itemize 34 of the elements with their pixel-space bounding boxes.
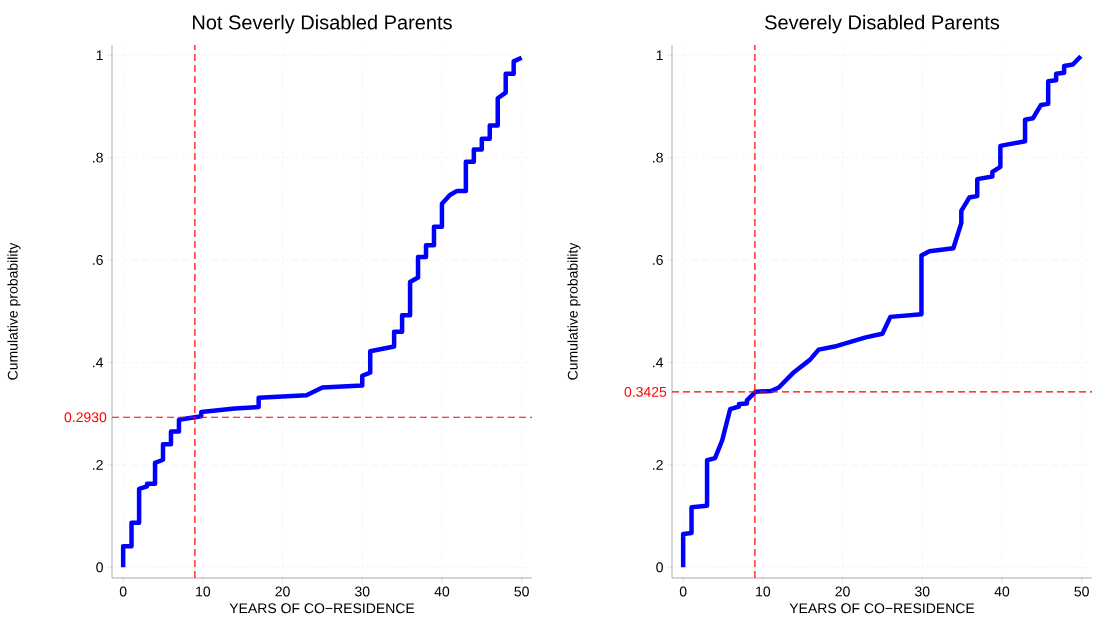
y-axis-title: Cumulative probability: [567, 242, 581, 380]
y-tick-label: .2: [653, 459, 663, 470]
y-tick-label: .8: [653, 152, 663, 163]
y-tick-label: 1: [656, 50, 663, 61]
x-tick-label: 20: [835, 586, 850, 597]
line-series: [120, 55, 524, 570]
x-tick-label: 10: [196, 586, 211, 597]
chart-title: Severely Disabled Parents: [765, 14, 1000, 34]
y-tick-label: .4: [93, 357, 104, 368]
y-tick-label: .6: [653, 255, 663, 265]
x-tick-label: 50: [1074, 586, 1089, 597]
x-tick-label: 50: [514, 586, 529, 597]
y-tick-label: .2: [93, 459, 103, 470]
x-tick-label: 30: [915, 586, 930, 597]
y-tick-label: .8: [93, 152, 103, 163]
ref-line-label: 0.2930: [64, 412, 107, 423]
y-tick-label: .4: [653, 357, 664, 368]
chart-title: Not Severly Disabled Parents: [193, 14, 452, 34]
x-tick-label: 40: [434, 586, 450, 597]
x-tick-label: 0: [679, 586, 687, 597]
y-tick-label: .6: [93, 255, 103, 265]
x-tick-label: 40: [994, 586, 1010, 597]
x-tick-label: 0: [119, 586, 127, 597]
ref-line-label: 0.3425: [624, 386, 667, 397]
x-tick-label: 20: [275, 586, 290, 597]
x-axis-title: YEARS OF CO−RESIDENCE: [229, 603, 415, 614]
y-tick-label: 0: [96, 562, 103, 573]
x-axis-title: YEARS OF CO−RESIDENCE: [789, 603, 975, 614]
y-axis-title: Cumulative probability: [7, 242, 21, 380]
x-tick-label: 10: [756, 586, 771, 597]
x-tick-label: 30: [355, 586, 370, 597]
y-tick-label: 0: [656, 562, 663, 573]
line-series: [680, 54, 1084, 570]
y-tick-label: 1: [96, 50, 103, 61]
